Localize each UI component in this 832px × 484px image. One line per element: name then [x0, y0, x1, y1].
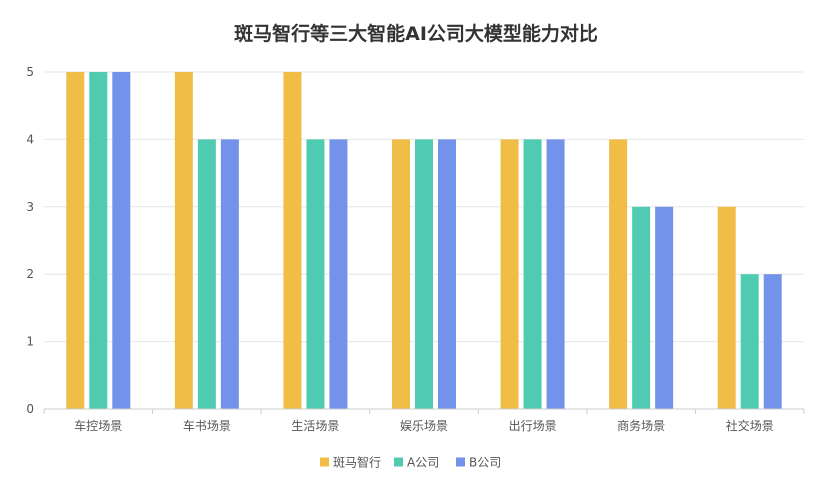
x-tick-label: 车书场景: [183, 418, 231, 433]
bar[interactable]: [329, 139, 348, 409]
legend-label: 斑马智行: [333, 455, 381, 470]
legend[interactable]: 斑马智行 A公司 B公司: [320, 455, 501, 470]
bar[interactable]: [66, 72, 85, 409]
legend-swatch: [394, 457, 403, 467]
bar[interactable]: [609, 139, 628, 409]
bar[interactable]: [89, 72, 108, 409]
bar[interactable]: [655, 206, 674, 409]
legend-item[interactable]: A公司: [394, 456, 439, 470]
bar[interactable]: [283, 72, 302, 409]
bars-layer: [66, 72, 782, 409]
y-tick-label: 0: [26, 402, 34, 416]
legend-item[interactable]: 斑马智行: [320, 455, 381, 470]
y-tick-label: 2: [26, 267, 34, 281]
bar[interactable]: [546, 139, 565, 409]
y-tick-label: 4: [26, 132, 34, 146]
bar[interactable]: [112, 72, 131, 409]
x-tick-label: 出行场景: [509, 419, 557, 433]
bar[interactable]: [306, 139, 325, 409]
bar[interactable]: [392, 139, 410, 409]
y-tick-label: 1: [26, 335, 34, 349]
x-tick-label: 社交场景: [726, 418, 774, 433]
bar[interactable]: [438, 139, 456, 409]
axis-layer: 0 1 2 3 4 5 车控场景 车书场景 生活场景 娱乐场景 出行场景 商务场景 社交场景: [26, 65, 805, 433]
bar[interactable]: [197, 139, 216, 409]
legend-label: B公司: [469, 456, 501, 470]
bar[interactable]: [415, 139, 433, 409]
x-tick-label: 车控场景: [74, 418, 122, 433]
legend-item[interactable]: B公司: [456, 456, 501, 470]
x-tick-label: 娱乐场景: [400, 419, 448, 433]
bar[interactable]: [523, 139, 542, 409]
bar[interactable]: [763, 274, 782, 409]
x-tick-label: 商务场景: [617, 418, 665, 433]
y-tick-label: 5: [26, 65, 34, 79]
legend-swatch: [320, 457, 329, 467]
bar[interactable]: [717, 206, 736, 409]
x-tick-label: 生活场景: [291, 419, 339, 433]
chart-title: 斑马智行等三大智能AI公司大模型能力对比: [234, 22, 598, 45]
legend-label: A公司: [407, 456, 439, 470]
bar[interactable]: [220, 139, 239, 409]
bar[interactable]: [500, 139, 519, 409]
bar[interactable]: [740, 274, 759, 409]
bar[interactable]: [632, 206, 651, 409]
y-tick-label: 3: [26, 200, 34, 214]
legend-swatch: [456, 457, 465, 467]
bar[interactable]: [174, 72, 193, 409]
